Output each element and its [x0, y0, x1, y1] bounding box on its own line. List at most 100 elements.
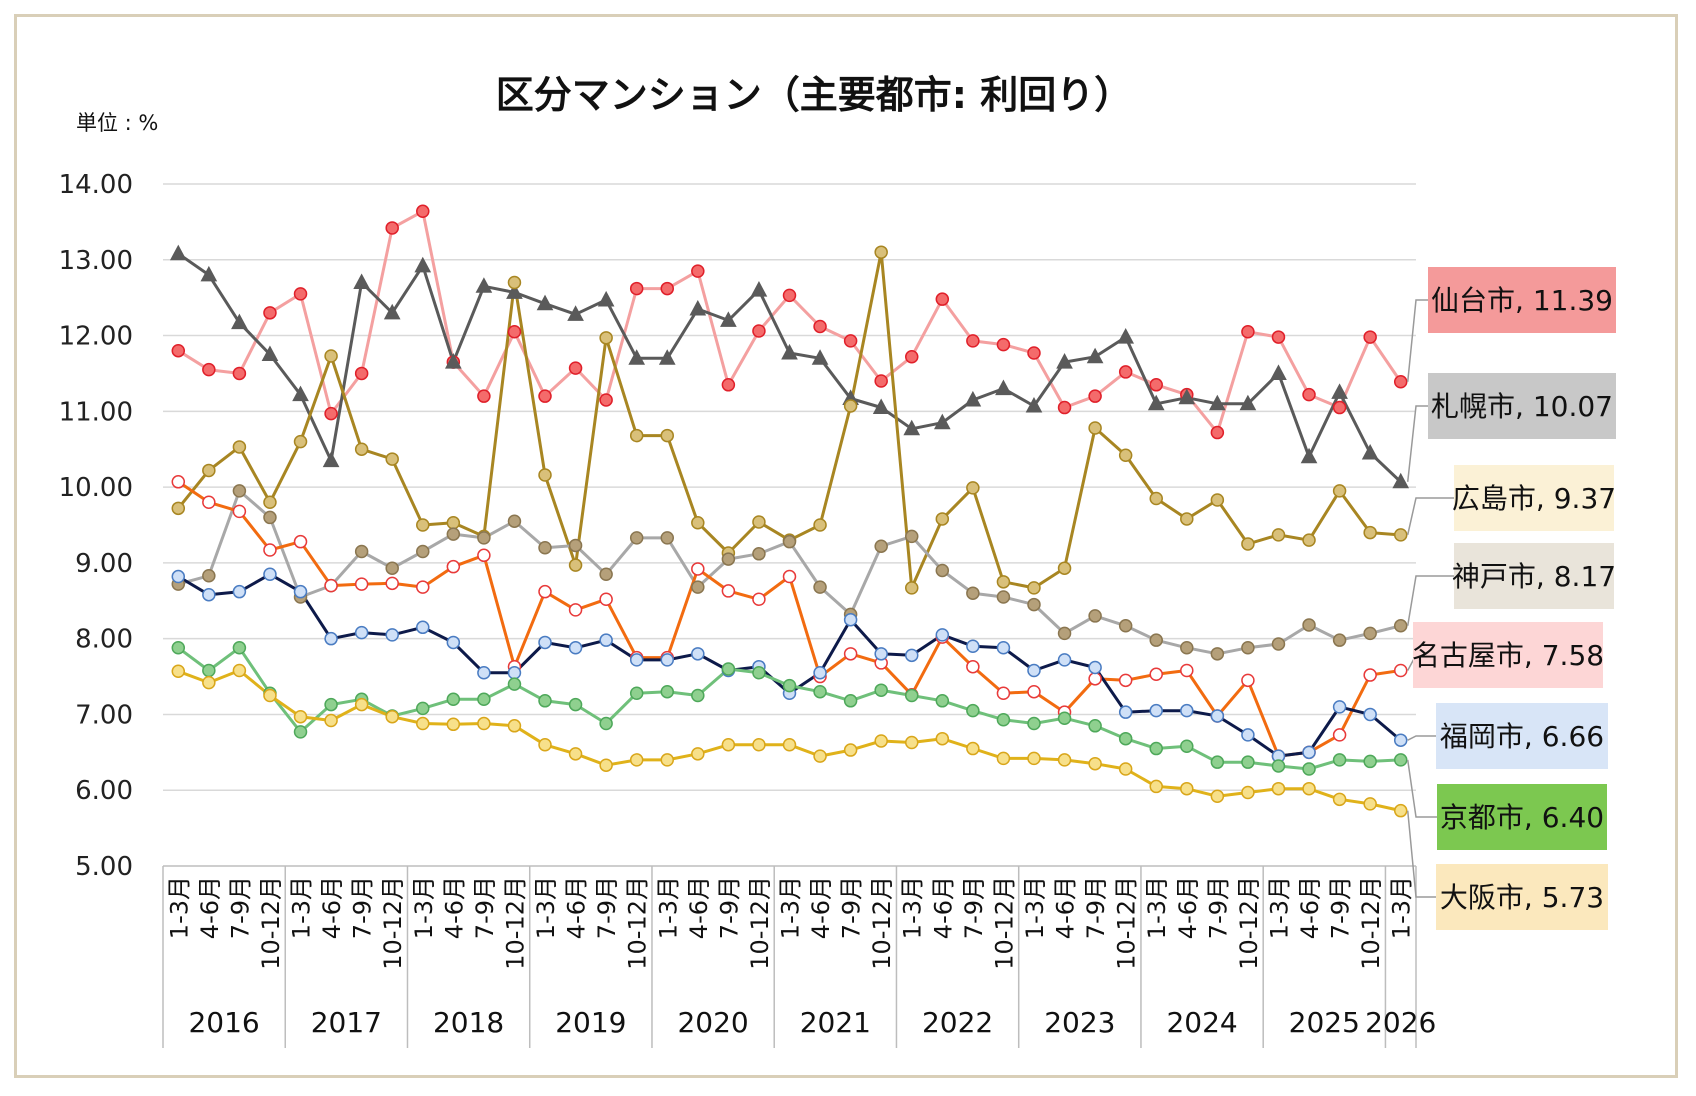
y-tick-label: 9.00: [75, 549, 133, 579]
data-point: [1027, 716, 1041, 731]
data-point: [507, 666, 522, 680]
data-point: [1057, 400, 1072, 415]
x-tick-label: 1-3月: [165, 876, 193, 939]
data-point: [263, 688, 277, 703]
data-point: [599, 716, 613, 731]
data-point: [629, 653, 644, 667]
data-point: [292, 385, 309, 402]
data-point: [1180, 512, 1194, 526]
data-point: [1393, 733, 1408, 747]
data-point: [1056, 353, 1073, 369]
data-point: [383, 303, 401, 320]
data-point: [1088, 719, 1102, 733]
data-point: [1057, 753, 1072, 767]
data-point: [416, 580, 430, 594]
data-point: [1088, 756, 1102, 771]
data-point: [904, 350, 919, 364]
data-point: [354, 544, 369, 559]
data-point: [874, 539, 888, 553]
unit-label: 単位 : %: [76, 111, 158, 135]
data-point: [721, 552, 736, 566]
data-point: [599, 592, 613, 607]
data-point: [811, 349, 829, 365]
data-point: [1393, 528, 1408, 542]
data-point: [1363, 754, 1377, 769]
data-point: [477, 666, 491, 680]
data-point: [843, 647, 858, 661]
data-point: [813, 749, 827, 763]
y-tick-label: 11.00: [59, 397, 133, 427]
data-point: [1210, 647, 1225, 661]
data-point: [660, 428, 675, 443]
data-point: [1088, 421, 1102, 435]
data-point: [263, 510, 277, 525]
data-point: [721, 584, 736, 598]
data-point: [477, 389, 491, 403]
data-point: [903, 419, 921, 436]
label-leader-line: [1406, 575, 1454, 626]
data-point: [1363, 525, 1377, 540]
data-point: [1118, 705, 1133, 719]
x-tick-label: 4-6月: [440, 876, 468, 939]
data-point: [1027, 581, 1041, 595]
data-point: [1332, 792, 1347, 807]
data-point: [1118, 365, 1133, 379]
data-point: [691, 562, 705, 576]
data-point: [477, 531, 491, 545]
data-point: [1118, 448, 1133, 463]
data-point: [232, 584, 247, 599]
x-year-label: 2020: [677, 1006, 748, 1039]
x-tick-label: 1-3月: [654, 876, 682, 939]
data-point: [568, 538, 583, 553]
data-point: [1025, 396, 1043, 413]
data-point: [538, 694, 552, 708]
series-label-box: [1428, 267, 1616, 333]
data-point: [385, 221, 399, 235]
data-point: [444, 353, 462, 369]
data-point: [1271, 330, 1286, 344]
data-point: [261, 345, 279, 361]
data-point: [782, 678, 797, 693]
data-point: [752, 592, 766, 607]
data-point: [660, 753, 675, 767]
data-point: [996, 337, 1011, 352]
data-point: [1270, 364, 1287, 380]
data-point: [1363, 330, 1377, 344]
series-label: 名古屋市, 7.58: [1412, 639, 1604, 672]
data-point: [1332, 700, 1347, 714]
data-point: [752, 515, 766, 529]
data-point: [1210, 709, 1225, 723]
data-point: [1392, 472, 1410, 489]
series-label-box: [1454, 543, 1614, 609]
data-point: [843, 334, 858, 348]
data-point: [1118, 619, 1133, 633]
data-point: [324, 713, 338, 728]
data-point: [322, 451, 340, 468]
data-point: [293, 709, 308, 724]
data-point: [507, 677, 522, 691]
x-tick-label: 10-12月: [746, 876, 774, 970]
data-point: [293, 725, 308, 739]
data-point: [628, 349, 646, 365]
series-label: 札幌市, 10.07: [1431, 390, 1613, 423]
data-point: [353, 273, 370, 290]
data-point: [1239, 394, 1257, 411]
data-point: [568, 747, 583, 761]
x-tick-label: 4-6月: [929, 876, 957, 939]
data-point: [874, 374, 888, 388]
data-point: [1088, 389, 1102, 403]
data-point: [1302, 762, 1316, 776]
x-tick-label: 1-3月: [1265, 876, 1293, 939]
data-point: [660, 531, 675, 545]
data-point: [904, 648, 919, 663]
data-point: [691, 647, 705, 661]
data-point: [1363, 797, 1377, 811]
data-point: [1149, 703, 1163, 718]
x-tick-label: 7-9月: [471, 876, 499, 939]
data-point: [416, 544, 430, 559]
data-point: [813, 580, 827, 594]
x-tick-label: 1-3月: [288, 876, 316, 939]
label-leader-line: [1406, 497, 1454, 536]
data-point: [996, 590, 1011, 604]
series-label: 京都市, 6.40: [1440, 801, 1604, 834]
